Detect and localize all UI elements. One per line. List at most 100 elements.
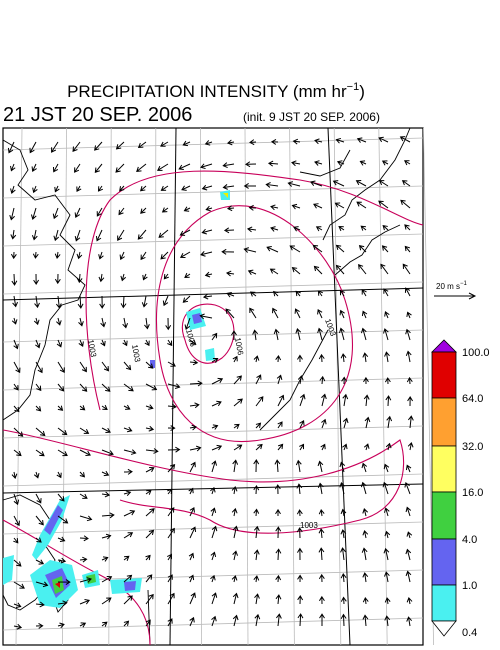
- wind-arrow: [13, 602, 22, 608]
- wind-arrow: [76, 251, 83, 260]
- wind-arrow: [145, 593, 154, 605]
- precip-area: [3, 555, 14, 585]
- wind-arrow: [189, 506, 195, 517]
- wind-reference-label: 20 m s−1: [436, 281, 468, 291]
- wind-arrow: [318, 573, 325, 583]
- wind-arrow: [189, 402, 200, 409]
- wind-arrow: [101, 491, 111, 498]
- wind-arrow: [123, 490, 132, 497]
- wind-arrow: [122, 317, 129, 329]
- wind-arrow: [53, 229, 60, 242]
- wind-arrow: [145, 619, 151, 627]
- wind-arrow: [163, 273, 169, 280]
- wind-arrow: [319, 595, 325, 605]
- wind-arrow: [405, 350, 412, 363]
- wind-arrow: [335, 264, 345, 275]
- wind-arrow: [123, 361, 132, 371]
- wind-arrow: [54, 251, 61, 259]
- wind-arrow: [137, 229, 147, 240]
- wind-arrow: [406, 376, 413, 385]
- wind-arrow: [296, 509, 303, 517]
- wind-arrow: [383, 547, 390, 561]
- wind-arrow: [158, 229, 169, 238]
- wind-arrow: [338, 226, 345, 232]
- wind-arrow: [30, 207, 37, 220]
- wind-arrow: [11, 273, 18, 286]
- wind-arrow: [226, 139, 235, 146]
- wind-arrow: [321, 418, 327, 429]
- wind-arrow: [275, 548, 282, 561]
- wind-arrow: [299, 393, 306, 407]
- colorbar-label: 64.0: [462, 393, 483, 405]
- wind-arrow: [57, 579, 71, 585]
- wind-arrow: [29, 141, 37, 154]
- wind-arrow: [101, 404, 108, 410]
- lat-line: [2, 473, 424, 487]
- wind-arrow: [182, 295, 191, 303]
- lat-line: [2, 329, 424, 343]
- wind-arrow: [318, 353, 325, 363]
- wind-arrow: [233, 423, 240, 429]
- wind-arrow: [356, 137, 367, 143]
- wind-arrow: [342, 443, 348, 451]
- wind-arrow: [362, 352, 369, 363]
- wind-reference-arrow: [434, 292, 477, 300]
- wind-arrow: [56, 471, 62, 479]
- wind-arrow: [13, 493, 20, 506]
- wind-arrow: [160, 141, 169, 147]
- wind-arrow: [342, 417, 349, 429]
- wind-arrow: [318, 547, 325, 561]
- wind-arrow: [405, 548, 412, 561]
- wind-arrow: [270, 204, 279, 211]
- wind-arrow: [189, 526, 197, 539]
- wind-arrow: [232, 525, 239, 539]
- wind-arrow: [55, 295, 62, 309]
- wind-reference: 20 m s−1: [434, 281, 477, 300]
- major-lon-line: [327, 127, 351, 646]
- wind-arrow: [79, 622, 87, 628]
- wind-arrow: [407, 441, 414, 451]
- wind-arrow: [223, 227, 235, 234]
- wind-arrow: [101, 597, 112, 605]
- wind-arrow: [123, 510, 136, 517]
- map-area: 1003 1006 1003 1006 1003 1003: [2, 127, 434, 646]
- wind-arrow: [181, 185, 191, 191]
- wind-arrow: [319, 375, 326, 385]
- wind-arrow: [253, 549, 260, 561]
- lat-line: [2, 281, 424, 295]
- wind-arrow: [335, 137, 345, 144]
- wind-arrow: [9, 207, 15, 221]
- wind-arrow: [79, 405, 86, 411]
- wind-arrow: [362, 614, 369, 627]
- precip-area: [223, 193, 228, 198]
- wind-arrow: [297, 594, 304, 605]
- wind-arrow: [341, 376, 348, 385]
- wind-arrow: [384, 311, 390, 319]
- wind-arrow: [167, 553, 172, 561]
- wind-arrow: [13, 339, 19, 350]
- wind-arrow: [382, 224, 389, 231]
- wind-arrow: [79, 598, 91, 605]
- wind-arrow: [277, 394, 285, 407]
- wind-arrow: [363, 394, 370, 407]
- wind-arrow: [72, 141, 81, 152]
- wind-arrow: [296, 483, 303, 495]
- wind-arrow: [118, 207, 125, 216]
- wind-arrow: [211, 400, 222, 407]
- wind-arrow: [145, 574, 153, 583]
- wind-arrow: [277, 421, 283, 429]
- wind-arrow: [339, 481, 346, 495]
- wind-arrow: [119, 251, 125, 261]
- wind-arrow: [386, 415, 393, 429]
- wind-arrow: [400, 199, 411, 209]
- wind-arrow: [405, 328, 411, 341]
- contour-label: 1003: [130, 344, 142, 364]
- wind-arrow: [339, 461, 346, 473]
- wind-arrow: [245, 161, 257, 168]
- wind-arrow: [315, 226, 323, 232]
- wind-arrow: [54, 185, 60, 193]
- wind-arrow: [384, 597, 391, 605]
- wind-arrow: [101, 383, 111, 392]
- wind-arrow: [79, 427, 90, 434]
- wind-arrow: [140, 207, 147, 214]
